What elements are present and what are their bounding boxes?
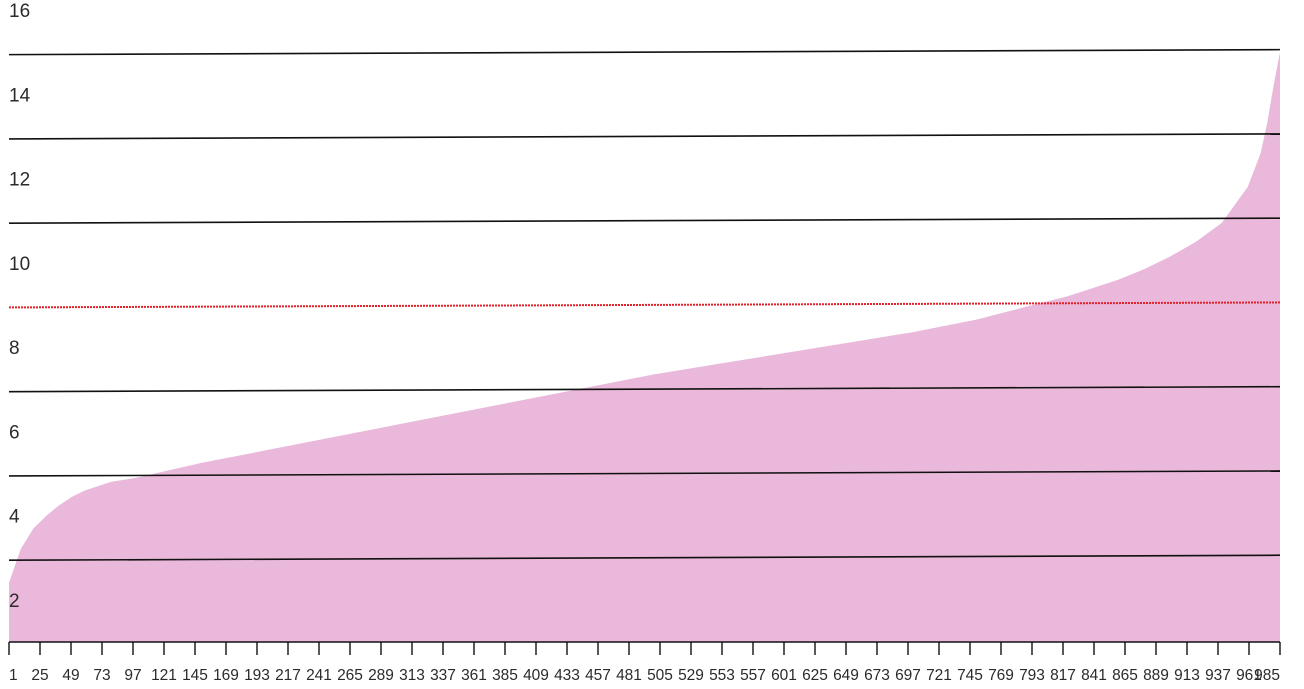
x-tick-label: 985 — [1254, 667, 1280, 684]
x-tick-label: 721 — [926, 667, 952, 684]
x-tick-label: 25 — [31, 667, 48, 684]
x-tick-label: 433 — [554, 667, 580, 684]
grid-layer — [8, 48, 1281, 562]
x-tick-labels: 1 25 49 73 97 121 145 169 193 217 241 265 289 313 337 3… — [9, 667, 1280, 684]
x-tick-label: 73 — [93, 667, 110, 684]
x-tick-label: 673 — [864, 667, 890, 684]
x-tick-label: 313 — [399, 667, 425, 684]
x-tick-label: 337 — [430, 667, 456, 684]
x-tick-label: 601 — [771, 667, 797, 684]
x-tick-label: 889 — [1143, 667, 1169, 684]
x-tick-label: 265 — [337, 667, 363, 684]
grid-line — [8, 470, 1281, 477]
x-tick-label: 289 — [368, 667, 394, 684]
y-tick-label: 10 — [9, 254, 30, 275]
area-layer — [9, 52, 1280, 642]
x-tick-label: 217 — [275, 667, 301, 684]
reference-line — [8, 301, 1281, 309]
x-tick-label: 793 — [1019, 667, 1045, 684]
x-tick-label: 745 — [957, 667, 983, 684]
x-tick-label: 937 — [1205, 667, 1231, 684]
area-series — [9, 52, 1280, 642]
y-tick-label: 6 — [9, 422, 20, 443]
grid-line — [8, 385, 1281, 393]
y-tick-label: 2 — [9, 591, 20, 612]
x-tick-label: 913 — [1174, 667, 1200, 684]
x-tick-label: 553 — [709, 667, 735, 684]
x-tick-label: 505 — [647, 667, 673, 684]
x-tick-label: 409 — [523, 667, 549, 684]
x-tick-label: 385 — [492, 667, 518, 684]
y-tick-labels: 2 4 6 8 10 12 14 16 — [9, 1, 31, 612]
x-tick-label: 1 — [9, 667, 18, 684]
x-tick-label: 841 — [1081, 667, 1107, 684]
x-tick-label: 961 — [1236, 667, 1262, 684]
y-tick-label: 4 — [9, 507, 20, 528]
y-tick-label: 8 — [9, 338, 20, 359]
x-tick-label: 625 — [802, 667, 828, 684]
y-tick-label: 12 — [9, 170, 30, 191]
x-tick-label: 121 — [151, 667, 177, 684]
x-tick-label: 557 — [740, 667, 766, 684]
x-tick-label: 865 — [1112, 667, 1138, 684]
x-axis — [8, 641, 1281, 655]
x-tick-label: 241 — [306, 667, 332, 684]
x-tick-label: 481 — [616, 667, 642, 684]
x-tick-label: 817 — [1050, 667, 1076, 684]
grid-line — [8, 48, 1281, 56]
x-tick-label: 169 — [213, 667, 239, 684]
y-tick-label: 14 — [9, 85, 31, 106]
x-tick-label: 97 — [124, 667, 141, 684]
grid-line — [8, 554, 1281, 562]
x-tick-label: 697 — [895, 667, 921, 684]
x-tick-label: 649 — [833, 667, 859, 684]
x-tick-label: 145 — [182, 667, 208, 684]
grid-line — [8, 217, 1281, 224]
x-tick-label: 529 — [678, 667, 704, 684]
x-tick-label: 769 — [988, 667, 1014, 684]
x-tick-label: 361 — [461, 667, 487, 684]
x-tick-label: 457 — [585, 667, 611, 684]
y-tick-label: 16 — [9, 1, 30, 22]
x-tick-label: 193 — [244, 667, 270, 684]
grid-line — [8, 133, 1281, 140]
x-tick-label: 49 — [62, 667, 79, 684]
